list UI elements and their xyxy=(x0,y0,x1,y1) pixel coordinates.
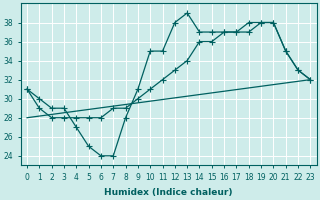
X-axis label: Humidex (Indice chaleur): Humidex (Indice chaleur) xyxy=(104,188,233,197)
